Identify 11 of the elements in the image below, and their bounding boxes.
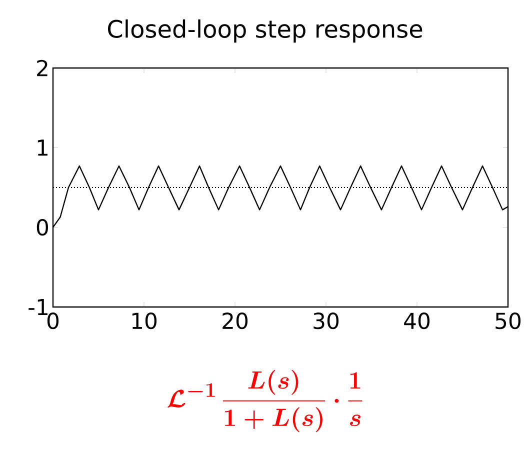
x-tick-label: 40: [404, 312, 430, 330]
y-tick-label: 2: [37, 60, 48, 76]
text: $\mathcal{L}^{-1}\,\frac{L(s)}{1+L(s)}\cdot\frac{1}{s}$: [168, 370, 362, 432]
y-tick-label: 0: [36, 219, 48, 236]
x-tick-label: 50: [496, 312, 521, 330]
x-tick-label: 10: [132, 312, 157, 330]
x-tick-label: 20: [222, 312, 248, 330]
y-tick-label: 1: [38, 140, 48, 156]
chart-title: Closed-loop step response: [108, 19, 422, 43]
x-tick-label: 30: [314, 312, 339, 330]
y-tick-label: -1: [28, 298, 48, 316]
